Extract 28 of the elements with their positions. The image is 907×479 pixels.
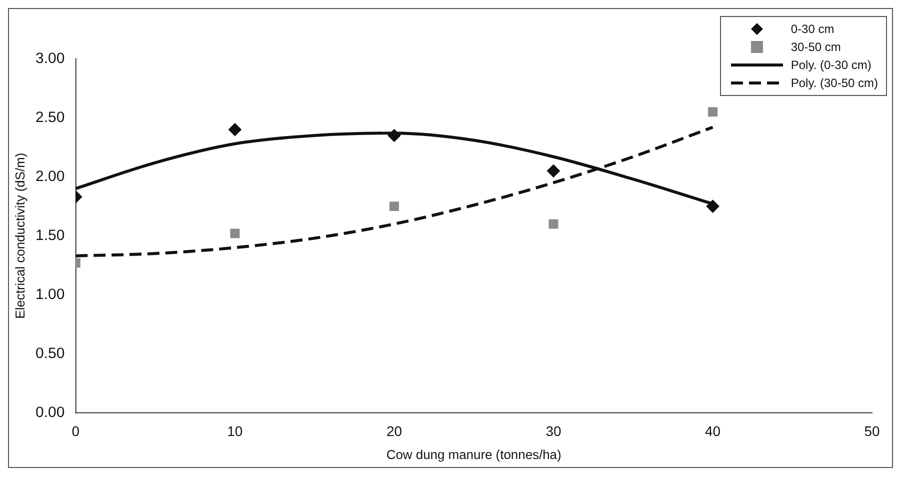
x-tick-label: 50 <box>864 423 880 439</box>
x-tick-label: 40 <box>705 423 721 439</box>
x-tick-label: 20 <box>386 423 402 439</box>
y-tick-label: 3.00 <box>36 50 65 67</box>
legend-label: 30-50 cm <box>790 40 841 54</box>
line-series <box>76 126 714 258</box>
y-tick-label: 1.00 <box>36 286 65 303</box>
point <box>547 164 560 178</box>
point <box>706 200 720 213</box>
x-tick-label: 10 <box>227 423 243 439</box>
point <box>389 202 399 212</box>
legend-label: Poly. (30-50 cm) <box>790 76 878 90</box>
point <box>230 228 240 238</box>
y-tick-label: 1.50 <box>36 226 65 244</box>
x-tick-label: 0 <box>72 423 80 439</box>
y-tick-label: 2.00 <box>36 168 65 185</box>
x-tick-label: 30 <box>546 423 562 439</box>
y-tick-label: 0.50 <box>36 344 65 362</box>
y-axis-title: Electrical conductivity (dS/m) <box>12 152 28 319</box>
point <box>388 129 401 142</box>
point <box>548 219 558 229</box>
legend-label: Poly. (0-30 cm) <box>790 58 872 72</box>
legend-label: 0-30 cm <box>790 22 834 36</box>
y-tick-label: 2.50 <box>36 108 65 126</box>
point <box>708 107 718 117</box>
point <box>228 123 242 136</box>
y-tick-label: 0.00 <box>36 404 65 421</box>
x-axis-title: Cow dung manure (tonnes/ha) <box>386 446 562 462</box>
